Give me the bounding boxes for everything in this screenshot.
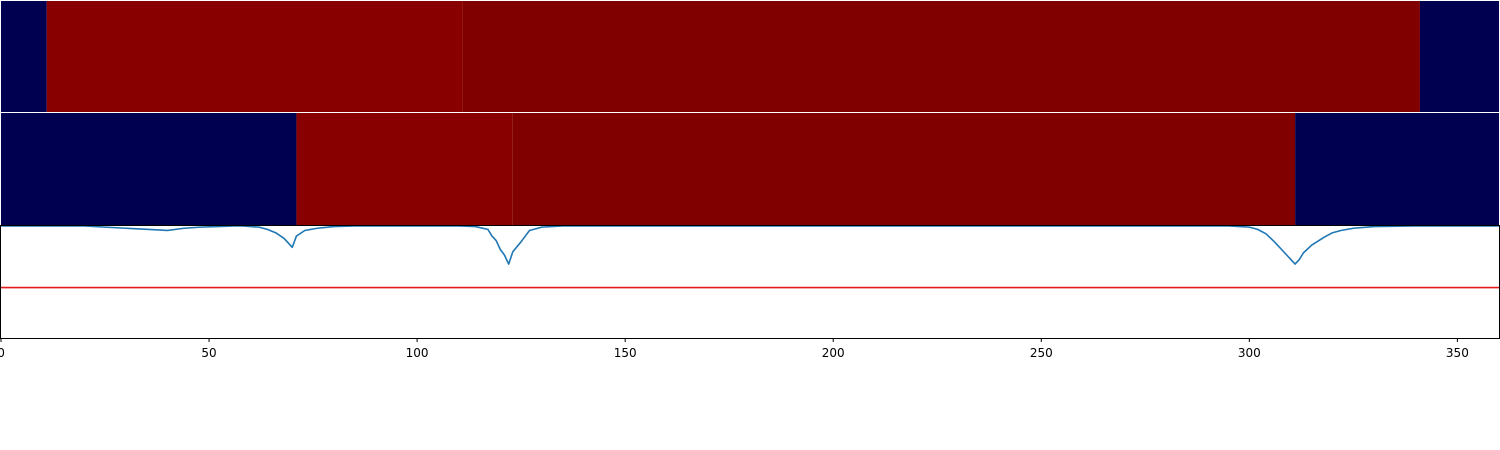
heatmap-middle-cell-0 — [1, 113, 296, 225]
heatmap-top-cell-3 — [1420, 1, 1499, 112]
heatmap-panel-middle — [1, 113, 1499, 225]
x-tick-label-7: 350 — [1446, 346, 1469, 360]
line-series-0 — [1, 226, 1499, 264]
x-tick-label-2: 100 — [406, 346, 429, 360]
heatmap-top-cell-1 — [47, 1, 463, 112]
heatmap-top-cell-2 — [463, 1, 1420, 112]
x-tick-label-0: 0 — [0, 346, 5, 360]
x-tick-label-6: 300 — [1238, 346, 1261, 360]
x-axis: 0 50 100 150 200 250 300 350 — [0, 338, 1469, 360]
x-tick-label-5: 250 — [1030, 346, 1053, 360]
x-tick-label-3: 150 — [614, 346, 637, 360]
heatmap-middle-cell-3 — [1295, 113, 1499, 225]
line-plot-panel — [1, 226, 1500, 339]
x-tick-label-1: 50 — [201, 346, 216, 360]
heatmap-top-cell-0 — [1, 1, 47, 112]
line-series-group — [1, 226, 1499, 288]
x-tick-label-4: 200 — [822, 346, 845, 360]
heatmap-middle-cell-1 — [296, 113, 512, 225]
heatmap-middle-cell-2 — [513, 113, 1295, 225]
heatmap-panel-top — [1, 1, 1499, 112]
